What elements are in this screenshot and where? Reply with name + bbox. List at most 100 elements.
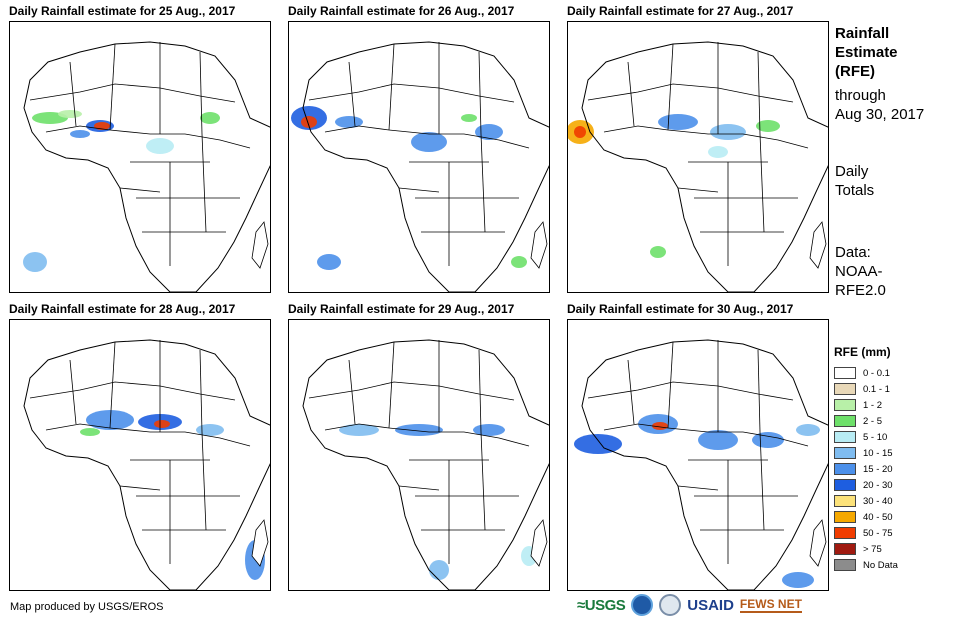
legend-swatch bbox=[834, 367, 856, 379]
legend-label: > 75 bbox=[863, 543, 882, 555]
rainfall-area bbox=[58, 110, 82, 118]
legend-item: 40 - 50 bbox=[834, 509, 944, 525]
country-border bbox=[398, 485, 440, 491]
country-border bbox=[677, 187, 719, 193]
usgs-logo: ≈USGS bbox=[577, 596, 626, 614]
land-area bbox=[582, 340, 828, 590]
legend-item: No Data bbox=[834, 557, 944, 573]
totals-label: Daily Totals bbox=[835, 163, 875, 199]
legend-item: 20 - 30 bbox=[834, 477, 944, 493]
rainfall-map bbox=[9, 319, 271, 591]
rainfall-area bbox=[70, 130, 90, 138]
country-border bbox=[201, 431, 207, 531]
land-area bbox=[303, 340, 549, 590]
country-border bbox=[308, 83, 515, 103]
legend-label: 40 - 50 bbox=[863, 511, 893, 523]
legend-label: 5 - 10 bbox=[863, 431, 888, 443]
panel-title: Daily Rainfall estimate for 30 Aug., 201… bbox=[567, 302, 794, 316]
data-source: Data: NOAA- RFE2.0 bbox=[835, 244, 886, 299]
country-border bbox=[109, 341, 116, 429]
land-area bbox=[582, 42, 828, 292]
land-area bbox=[24, 42, 270, 292]
rainfall-map bbox=[567, 21, 829, 293]
legend-swatch bbox=[834, 543, 856, 555]
legend-swatch bbox=[834, 511, 856, 523]
country-border bbox=[109, 43, 116, 131]
credit-text: Map produced by USGS/EROS bbox=[10, 601, 164, 613]
rainfall-area bbox=[339, 424, 379, 436]
rainfall-area bbox=[708, 146, 728, 158]
legend-label: No Data bbox=[863, 559, 898, 571]
legend-item: 50 - 75 bbox=[834, 525, 944, 541]
legend-swatch bbox=[834, 479, 856, 491]
rainfall-area bbox=[698, 430, 738, 450]
country-border bbox=[348, 359, 356, 425]
rainfall-map bbox=[288, 319, 550, 591]
rainfall-area bbox=[23, 252, 47, 272]
country-border bbox=[45, 423, 251, 447]
legend-swatch bbox=[834, 431, 856, 443]
coastline bbox=[302, 41, 549, 292]
country-border bbox=[627, 359, 635, 425]
through-date: through Aug 30, 2017 bbox=[835, 87, 925, 123]
rainfall-area bbox=[196, 424, 224, 436]
coastline bbox=[581, 41, 828, 292]
legend-label: 1 - 2 bbox=[863, 399, 883, 411]
legend-item: 0.1 - 1 bbox=[834, 381, 944, 397]
land-area bbox=[303, 42, 549, 292]
legend-item: 2 - 5 bbox=[834, 413, 944, 429]
madagascar bbox=[809, 221, 827, 269]
country-border bbox=[759, 133, 765, 233]
legend-label: 10 - 15 bbox=[863, 447, 893, 459]
legend-label: 0 - 0.1 bbox=[863, 367, 890, 379]
rainfall-area bbox=[395, 424, 443, 436]
rainfall-map bbox=[288, 21, 550, 293]
rainfall-area bbox=[80, 428, 100, 436]
country-border bbox=[388, 43, 395, 131]
legend-label: 50 - 75 bbox=[863, 527, 893, 539]
legend-label: 30 - 40 bbox=[863, 495, 893, 507]
seal-logo bbox=[659, 594, 682, 616]
rainfall-area bbox=[154, 420, 170, 428]
country-border bbox=[119, 485, 161, 491]
rainfall-area bbox=[200, 112, 220, 124]
rainfall-map bbox=[567, 319, 829, 591]
country-border bbox=[29, 83, 236, 103]
coastline bbox=[581, 339, 828, 590]
rainfall-area bbox=[301, 116, 317, 128]
madagascar bbox=[530, 519, 548, 567]
legend-label: 2 - 5 bbox=[863, 415, 883, 427]
country-border bbox=[69, 359, 77, 425]
rainfall-area bbox=[574, 434, 622, 454]
agency-logos: ≈USGS USAID FEWS NET bbox=[577, 594, 802, 616]
country-border bbox=[587, 83, 794, 103]
panel-title: Daily Rainfall estimate for 27 Aug., 201… bbox=[567, 4, 794, 18]
rainfall-map bbox=[9, 21, 271, 293]
legend: RFE (mm) 0 - 0.1 0.1 - 1 1 - 2 2 - 5 5 - 10 1… bbox=[834, 345, 944, 573]
legend-item: 30 - 40 bbox=[834, 493, 944, 509]
country-border bbox=[119, 187, 161, 193]
legend-label: 0.1 - 1 bbox=[863, 383, 890, 395]
country-border bbox=[759, 431, 765, 531]
legend-item: > 75 bbox=[834, 541, 944, 557]
country-border bbox=[677, 485, 719, 491]
country-border bbox=[603, 125, 809, 149]
land-area bbox=[24, 340, 270, 590]
country-border bbox=[757, 349, 761, 433]
legend-item: 15 - 20 bbox=[834, 461, 944, 477]
legend-swatch bbox=[834, 463, 856, 475]
legend-swatch bbox=[834, 495, 856, 507]
country-border bbox=[587, 381, 794, 401]
rainfall-area bbox=[317, 254, 341, 270]
country-border bbox=[199, 51, 203, 135]
legend-swatch bbox=[834, 527, 856, 539]
legend-swatch bbox=[834, 415, 856, 427]
country-border bbox=[69, 61, 77, 127]
rainfall-area bbox=[650, 246, 666, 258]
rainfall-area bbox=[658, 114, 698, 130]
rainfall-area bbox=[335, 116, 363, 128]
fews-net-logo: FEWS NET bbox=[739, 597, 802, 613]
rainfall-area bbox=[782, 572, 814, 588]
country-border bbox=[388, 341, 395, 429]
coastline bbox=[23, 339, 270, 590]
